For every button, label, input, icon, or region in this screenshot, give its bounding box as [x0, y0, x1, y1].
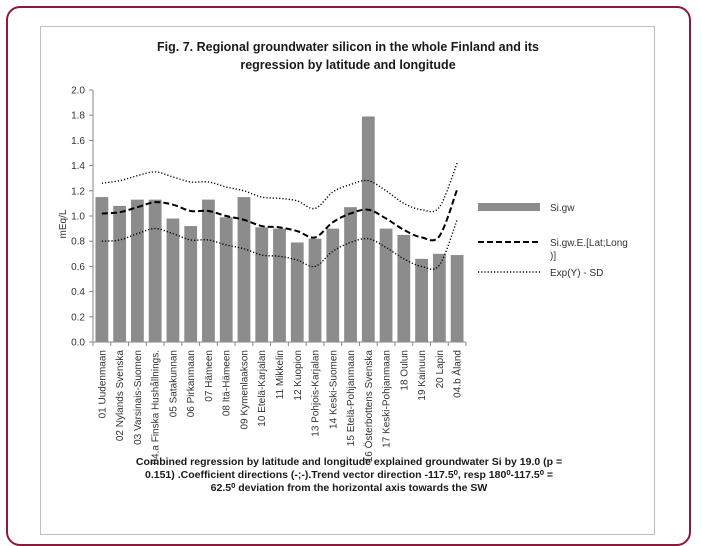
line-regression [101, 189, 459, 242]
bar-si-gw [361, 116, 375, 343]
x-tick-label: 09 Kymenlaakson [239, 350, 250, 430]
x-tick-label: 12 Kuopion [293, 350, 304, 401]
bar-si-gw [219, 217, 233, 342]
bar-si-gw [450, 255, 464, 342]
bar-si-gw [290, 242, 304, 342]
x-tick-label: 17 Keski-Pohjanmaan [382, 350, 393, 448]
bar-si-gw [237, 197, 251, 342]
bar-si-gw [326, 228, 340, 342]
chart-footnote: Combined regression by latitude and long… [60, 456, 638, 495]
x-tick-label: 18 Oulun [399, 350, 410, 391]
bar-si-gw [131, 199, 144, 342]
footnote-line: 62.5⁰ deviation from the horizontal axis… [210, 482, 488, 494]
y-tick-label: 0.0 [71, 338, 85, 349]
chart-title-line-1: Fig. 7. Regional groundwater silicon in … [157, 40, 539, 54]
bar-si-gw [148, 199, 162, 342]
footnote-line: Combined regression by latitude and long… [135, 456, 563, 468]
bar-si-gw [415, 258, 428, 342]
y-tick-label: 1.4 [71, 161, 85, 172]
x-tick-label: 04.b Åland [451, 350, 464, 398]
y-tick-label: 1.6 [71, 136, 85, 147]
x-tick-label: 07 Hämeen [204, 350, 215, 402]
x-tick-label: 02 Nylands Svenska [115, 350, 126, 442]
bar-si-gw [344, 207, 357, 342]
y-tick-label: 1.8 [71, 111, 85, 122]
x-tick-label: 15 Etelä-Pohjanmaan [346, 350, 357, 446]
x-tick-label: 20 Lapin [435, 350, 446, 388]
x-tick-label: 19 Kainuun [417, 350, 428, 401]
x-tick-label: 14 Keski-Suomen [328, 350, 339, 429]
y-tick-label: 0.2 [71, 312, 85, 323]
bar-si-gw [255, 227, 269, 342]
bar-si-gw [202, 199, 215, 342]
y-tick-label: 2.0 [71, 86, 85, 97]
y-tick-label: 0.6 [71, 262, 85, 273]
bar-si-gw [308, 238, 322, 342]
bar-si-gw [432, 253, 446, 342]
bar-si-gw [95, 197, 109, 342]
line-sd-band-1 [101, 162, 458, 213]
x-tick-label: 03 Varsinais-Suomen [133, 350, 144, 445]
x-tick-label: 10 Etelä-Karjalan [257, 350, 268, 427]
chart-svg: Fig. 7. Regional groundwater silicon in … [58, 40, 628, 465]
footnote-line: 0.151) .Coefficient directions (-;-).Tre… [145, 469, 553, 481]
y-tick-label: 0.4 [71, 287, 85, 298]
bar-si-gw [397, 234, 411, 342]
y-tick-label: 1.0 [71, 212, 85, 223]
y-tick-label: 0.8 [71, 237, 85, 248]
x-tick-label: 04.a Finska Hushållnings. [150, 350, 162, 465]
bar-si-gw [379, 228, 393, 342]
x-tick-label: 11 Mikkelin [275, 350, 286, 399]
legend-label: Exp(Y) - SD [550, 268, 603, 279]
x-tick-label: 16 Österbottens Svenska [363, 350, 375, 463]
x-tick-label: 01 Uudenmaan [97, 350, 108, 418]
legend-label: Si.gw.E.[Lat;Long [550, 238, 628, 249]
y-axis-label: mEq/L [58, 209, 69, 238]
x-tick-label: 06 Pirkanmaan [186, 350, 197, 417]
x-tick-label: 13 Pohjois-Karjalan [311, 350, 322, 437]
x-tick-label: 08 Itä-Hämeen [222, 350, 233, 416]
line-sd-band-2 [101, 219, 458, 270]
bar-si-gw [113, 205, 127, 342]
legend-swatch-bar [478, 203, 540, 211]
bar-si-gw [184, 226, 198, 342]
legend-label-cont: )] [550, 251, 556, 262]
bar-si-gw [273, 228, 286, 342]
chart-title-line-2: regression by latitude and longitude [240, 58, 455, 72]
y-tick-label: 1.2 [71, 186, 85, 197]
x-tick-label: 05 Satakunnan [168, 350, 179, 417]
bar-si-gw [166, 218, 180, 342]
legend-label: Si.gw [550, 203, 575, 214]
